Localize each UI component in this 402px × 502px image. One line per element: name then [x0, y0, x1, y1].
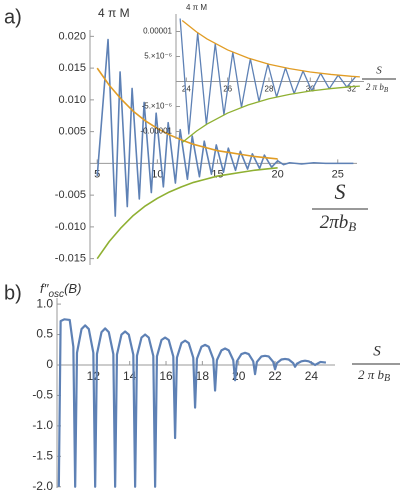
x-tick-label: 28: [265, 85, 274, 94]
series-line: [96, 67, 278, 160]
x-tick-label: 16: [159, 369, 173, 383]
suffix: (B): [64, 281, 81, 296]
y-tick-label: -0.010: [55, 221, 86, 233]
x-label-numerator: S: [373, 343, 381, 359]
y-tick-label: 0.015: [58, 62, 86, 74]
y-tick-label: -1.5: [32, 449, 53, 463]
panel-label: a): [4, 6, 22, 28]
y-tick-label: 0.005: [58, 126, 86, 138]
x-label-denominator: 2πbB: [320, 212, 357, 234]
inset-x-denominator: 2 π bB: [366, 82, 389, 94]
x-tick-label: 15: [211, 168, 223, 180]
panel-label: b): [4, 282, 22, 304]
y-tick-label: -5.×10⁻⁶: [142, 102, 172, 111]
x-tick-label: 32: [347, 85, 356, 94]
x-tick-label: 10: [151, 168, 163, 180]
subscript: B: [384, 373, 390, 384]
x-tick-label: 25: [332, 168, 344, 180]
denominator: 2 π b: [358, 367, 385, 382]
inset-x-numerator: S: [376, 65, 382, 77]
denominator: 2 π b: [366, 82, 385, 92]
series-line: [96, 38, 354, 217]
y-tick-label: 0.5: [36, 327, 53, 341]
x-tick-label: 24: [305, 369, 319, 383]
x-tick-label: 22: [268, 369, 282, 383]
y-tick-label: -0.00001: [140, 127, 172, 136]
y-tick-label: -0.005: [55, 189, 86, 201]
y-tick-label: -0.015: [55, 253, 86, 265]
y-tick-label: -2.0: [32, 479, 53, 493]
y-tick-label: 1.0: [36, 296, 53, 310]
series-line: [181, 19, 360, 78]
y-axis-label: f′′osc(B): [40, 281, 81, 299]
series-line: [57, 318, 327, 488]
x-tick-label: 20: [271, 168, 283, 180]
x-label-numerator: S: [335, 179, 346, 204]
y-axis-label: 4 π M: [98, 6, 130, 20]
inset-y-label: 4 π M: [186, 3, 207, 12]
subscript: osc: [49, 289, 65, 300]
denominator: 2πb: [320, 212, 349, 233]
y-tick-label: 0.00001: [143, 27, 172, 36]
main: f′′: [40, 281, 49, 296]
x-label-denominator: 2 π bB: [358, 367, 390, 384]
y-tick-label: 0.010: [58, 94, 86, 106]
y-tick-label: 0.020: [58, 30, 86, 42]
y-tick-label: 5.×10⁻⁶: [144, 52, 172, 61]
series-line: [181, 85, 360, 144]
x-tick-label: 24: [182, 85, 191, 94]
y-tick-label: 0: [46, 357, 53, 371]
subscript: B: [348, 219, 356, 234]
x-tick-label: 18: [196, 369, 210, 383]
subscript: B: [384, 86, 389, 94]
y-tick-label: -1.0: [32, 418, 53, 432]
series-line: [96, 167, 278, 260]
y-tick-label: -0.5: [32, 388, 53, 402]
